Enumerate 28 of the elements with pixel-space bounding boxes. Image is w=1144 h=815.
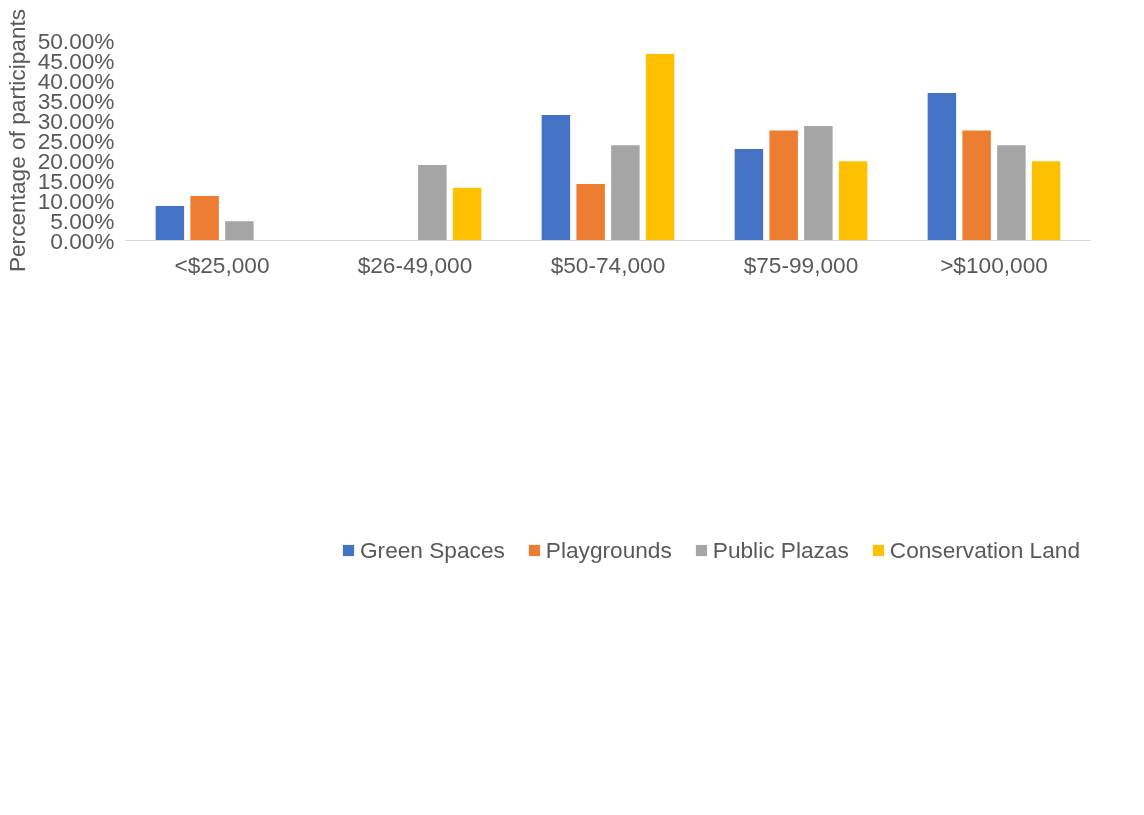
- legend-label: Public Plazas: [712, 536, 849, 564]
- bar: [155, 206, 185, 241]
- bar: [225, 221, 254, 241]
- bar: [611, 145, 640, 241]
- legend-label: Conservation Land: [889, 536, 1080, 564]
- legend-label: Green Spaces: [359, 536, 505, 564]
- y-axis-title: Percentage of participants: [3, 8, 30, 273]
- bar: [452, 187, 482, 241]
- x-tick-label: $75-99,000: [743, 251, 859, 278]
- bar: [190, 196, 219, 241]
- bar: [838, 161, 868, 241]
- bar: [576, 184, 605, 241]
- x-tick-label: <$25,000: [174, 251, 270, 278]
- x-tick-label: $50-74,000: [550, 251, 666, 278]
- bar: [804, 126, 833, 241]
- bar: [769, 130, 798, 241]
- bar: [997, 145, 1026, 241]
- bar: [962, 130, 991, 241]
- bar: [418, 164, 447, 241]
- legend-label: Playgrounds: [545, 536, 672, 564]
- bar: [645, 54, 675, 241]
- bar: [541, 114, 571, 241]
- bar: [1031, 161, 1061, 241]
- y-tick-label: 50.00%: [37, 27, 115, 54]
- bar: [734, 148, 764, 241]
- bar: [927, 92, 957, 241]
- x-tick-label: $26-49,000: [357, 251, 473, 278]
- x-tick-label: >$100,000: [940, 251, 1048, 278]
